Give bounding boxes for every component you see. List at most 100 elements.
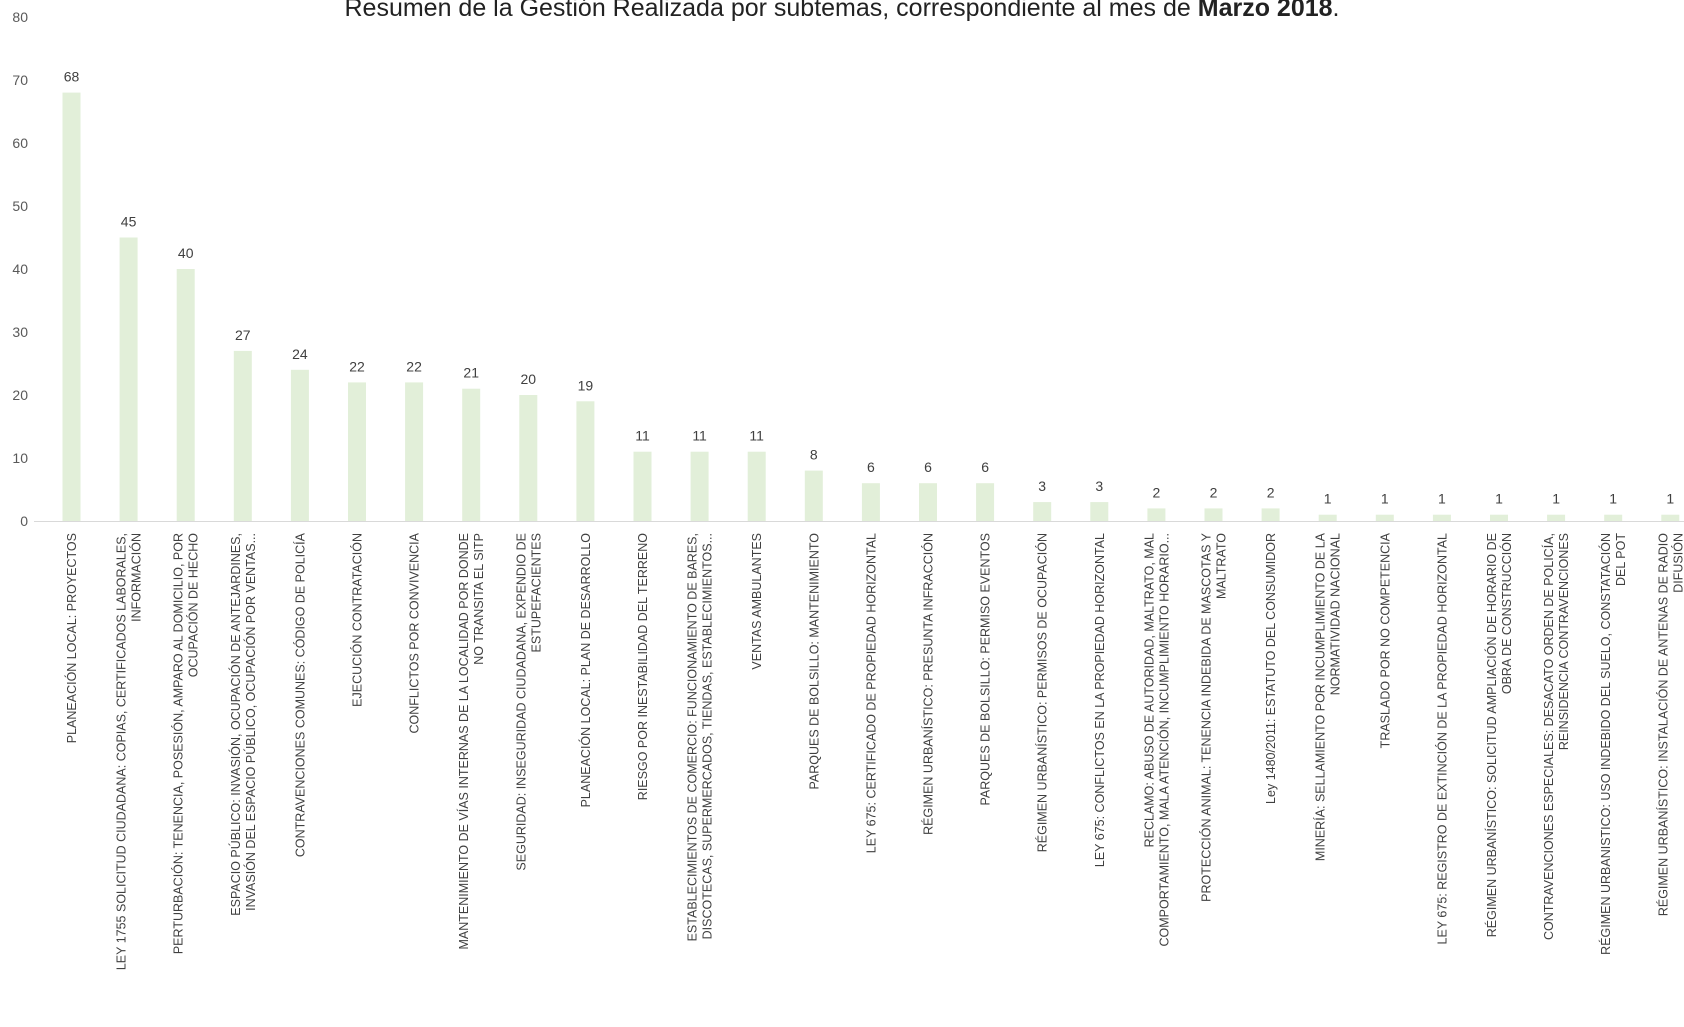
bar bbox=[1090, 502, 1109, 521]
bar bbox=[690, 451, 709, 521]
category-label: RÉGIMEN URBANÍSTICO: PRESUNTA INFRACCIÓN bbox=[921, 533, 936, 835]
category-label-line: LEY 675: REGISTRO DE EXTINCIÓN DE LA PRO… bbox=[1434, 533, 1449, 944]
y-tick-label: 0 bbox=[20, 513, 28, 529]
category-label-line: Ley 1480/2011: ESTATUTO DEL CONSUMIDOR bbox=[1264, 533, 1278, 804]
bar bbox=[1147, 508, 1166, 521]
bar bbox=[1547, 514, 1566, 521]
category-label: PLANEACIÓN LOCAL: PLAN DE DESARROLLO bbox=[578, 533, 593, 808]
bar bbox=[348, 382, 366, 521]
category-label: RIESGO POR INESTABILIDAD DEL TERRENO bbox=[636, 533, 650, 800]
category-label-line: OBRA DE CONSTRUCCIÓN bbox=[1499, 533, 1514, 694]
category-label-line: INVASIÓN DEL ESPACIO PÚBLICO, OCUPACIÓN … bbox=[243, 533, 258, 911]
data-label: 11 bbox=[635, 428, 650, 444]
chart-title-text: Resumen de la Gestión Realizada por subt… bbox=[344, 0, 1191, 22]
bar bbox=[1432, 514, 1451, 521]
data-label: 45 bbox=[121, 214, 137, 230]
data-label: 1 bbox=[1552, 491, 1560, 507]
bar bbox=[1033, 502, 1052, 521]
category-label-line: MINERÍA: SELLAMIENTO POR INCUMPLIMIENTO … bbox=[1313, 532, 1328, 861]
data-label: 8 bbox=[810, 447, 818, 463]
bar bbox=[1261, 508, 1280, 521]
category-label-line: RECLAMO: ABUSO DE AUTORIDAD, MALTRATO, M… bbox=[1142, 533, 1156, 847]
bar bbox=[119, 237, 138, 521]
category-label-line: PROTECCIÓN ANIMAL: TENENCIA INDEBIDA DE … bbox=[1199, 532, 1214, 901]
data-label: 1 bbox=[1324, 491, 1332, 507]
y-tick-label: 10 bbox=[12, 450, 28, 466]
category-label: CONTRAVENCIONES COMUNES: CÓDIGO DE POLIC… bbox=[292, 532, 307, 857]
category-label-line: INFORMACIÓN bbox=[129, 533, 144, 622]
category-label: PERTURBACIÓN: TENENCIA, POSESIÓN, AMPARO… bbox=[171, 533, 201, 954]
category-label: LEY 675: CERTIFICADO DE PROPIEDAD HORIZO… bbox=[864, 533, 878, 853]
category-label-line: RÉGIMEN URBANÍSTICO: SOLICITUD AMPLIACIÓ… bbox=[1484, 533, 1499, 937]
bar bbox=[290, 369, 309, 521]
data-label: 22 bbox=[349, 358, 365, 374]
y-tick-label: 20 bbox=[12, 387, 28, 403]
category-label-line: CONTRAVENCIONES COMUNES: CÓDIGO DE POLIC… bbox=[292, 532, 307, 857]
category-label-line: MALTRATO bbox=[1215, 533, 1229, 599]
bar bbox=[62, 92, 81, 521]
bar bbox=[576, 401, 595, 521]
category-label: CONFLICTOS POR CONVIVENCIA bbox=[408, 532, 422, 733]
chart-title: Resumen de la Gestión Realizada por subt… bbox=[0, 0, 1684, 23]
category-label: VENTAS AMBULANTES bbox=[750, 533, 764, 670]
data-label: 6 bbox=[981, 459, 989, 475]
bar bbox=[861, 483, 880, 521]
category-label-line: LEY 675: CONFLICTOS EN LA PROPIEDAD HORI… bbox=[1093, 533, 1107, 867]
category-label: LEY 1755 SOLICITUD CIUDADANA: COPIAS, CE… bbox=[115, 533, 144, 970]
bar bbox=[633, 451, 652, 521]
data-label: 2 bbox=[1267, 484, 1275, 500]
data-label: 1 bbox=[1609, 491, 1617, 507]
category-label-line: RÉGIMEN URBANÍSTICO: PRESUNTA INFRACCIÓN bbox=[921, 533, 936, 835]
bar bbox=[919, 483, 937, 521]
category-label-line: DEL POT bbox=[1614, 533, 1628, 586]
bar bbox=[747, 451, 766, 521]
category-label: MINERÍA: SELLAMIENTO POR INCUMPLIMIENTO … bbox=[1313, 532, 1343, 861]
category-label-line: OCUPACIÓN DE HECHO bbox=[186, 533, 201, 678]
category-label-line: VENTAS AMBULANTES bbox=[750, 533, 764, 670]
data-label: 1 bbox=[1381, 491, 1389, 507]
category-label: Ley 1480/2011: ESTATUTO DEL CONSUMIDOR bbox=[1264, 533, 1278, 804]
category-label: PROTECCIÓN ANIMAL: TENENCIA INDEBIDA DE … bbox=[1199, 532, 1229, 901]
category-label: LEY 675: REGISTRO DE EXTINCIÓN DE LA PRO… bbox=[1434, 533, 1449, 944]
chart-title-end: . bbox=[1332, 0, 1340, 22]
data-label: 21 bbox=[463, 365, 479, 381]
data-label: 24 bbox=[292, 346, 308, 362]
bar bbox=[176, 269, 195, 521]
category-label-line: DISCOTECAS, SUPERMERCADOS, TIENDAS, ESTA… bbox=[701, 533, 715, 939]
category-label: SEGURIDAD: INSEGURIDAD CIUDADANA, EXPEND… bbox=[514, 533, 543, 871]
category-label-line: TRASLADO POR NO COMPETENCIA bbox=[1378, 532, 1392, 748]
data-label: 3 bbox=[1095, 478, 1103, 494]
category-label: PLANEACIÓN LOCAL: PROYECTOS bbox=[64, 533, 79, 743]
category-label-line: PLANEACIÓN LOCAL: PROYECTOS bbox=[64, 533, 79, 743]
category-label-line: PLANEACIÓN LOCAL: PLAN DE DESARROLLO bbox=[578, 533, 593, 808]
data-label: 40 bbox=[178, 245, 194, 261]
bar bbox=[1318, 514, 1337, 521]
bar bbox=[1661, 514, 1680, 521]
category-label: MANTENIMIENTO DE VÍAS INTERNAS DE LA LOC… bbox=[456, 533, 486, 950]
category-label: RÉGIMEN URBANISTICO: USO INDEBIDO DEL SU… bbox=[1598, 533, 1628, 955]
data-label: 1 bbox=[1666, 491, 1674, 507]
category-label-line: CONTRAVENCIONES ESPECIALES: DESACATO ORD… bbox=[1541, 533, 1556, 940]
y-tick-label: 70 bbox=[12, 72, 28, 88]
data-label: 22 bbox=[406, 358, 422, 374]
category-label-line: CONFLICTOS POR CONVIVENCIA bbox=[408, 532, 422, 733]
y-tick-label: 60 bbox=[12, 135, 28, 151]
category-label: TRASLADO POR NO COMPETENCIA bbox=[1378, 532, 1392, 748]
category-label: RÉGIMEN URBANÍSTICO: PERMISOS DE OCUPACI… bbox=[1035, 533, 1050, 852]
data-label: 3 bbox=[1038, 478, 1046, 494]
data-label: 2 bbox=[1210, 484, 1218, 500]
category-label-line: RÉGIMEN URBANÍSTICO: INSTALACIÓN DE ANTE… bbox=[1655, 533, 1670, 916]
data-label: 19 bbox=[578, 377, 594, 393]
data-label: 11 bbox=[692, 428, 707, 444]
bar bbox=[462, 388, 481, 521]
data-label: 2 bbox=[1153, 484, 1161, 500]
bar bbox=[1204, 508, 1223, 521]
category-label: ESPACIO PÚBLICO: INVASIÓN, OCUPACIÓN DE … bbox=[228, 533, 258, 916]
category-label-line: ESTABLECIMIENTOS DE COMERCIO: FUNCIONAMI… bbox=[686, 533, 700, 941]
y-tick-label: 30 bbox=[12, 324, 28, 340]
bar bbox=[519, 395, 538, 521]
category-label: LEY 675: CONFLICTOS EN LA PROPIEDAD HORI… bbox=[1093, 533, 1107, 867]
category-label-line: DIFUSIÓN bbox=[1670, 533, 1684, 593]
